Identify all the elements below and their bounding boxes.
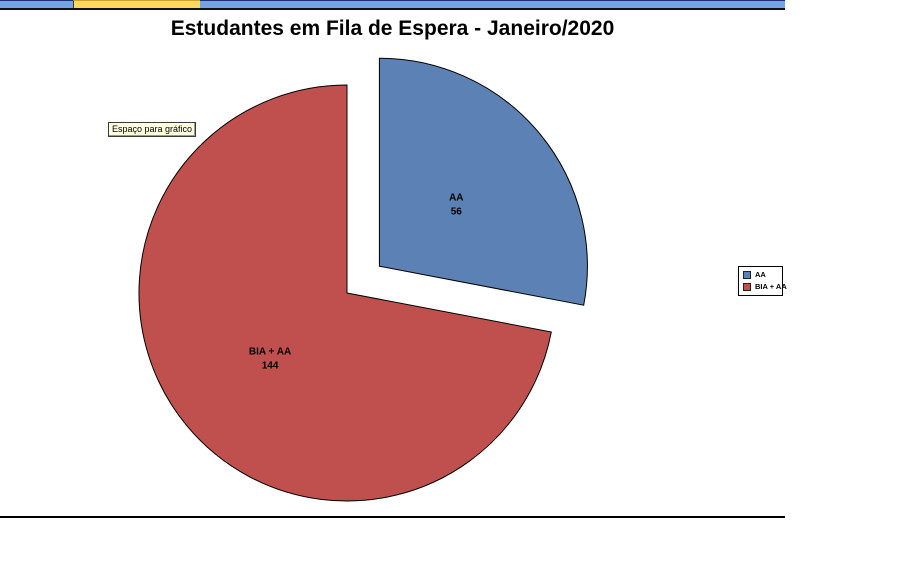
legend-item-aa[interactable]: AA — [743, 271, 782, 279]
legend-label-aa: AA — [755, 270, 766, 279]
data-label-aa-value[interactable]: 56 — [451, 207, 463, 218]
chart-title[interactable]: Estudantes em Fila de Espera - Janeiro/2… — [170, 17, 615, 40]
chart-legend[interactable]: AA BIA + AA — [738, 266, 787, 296]
data-label-bia-aa-value[interactable]: 144 — [262, 361, 279, 372]
top-strip-segment-blue-left — [0, 0, 73, 8]
data-label-aa-name[interactable]: AA — [449, 193, 463, 204]
legend-swatch-bia-aa — [743, 283, 751, 291]
legend-item-bia-aa[interactable]: BIA + AA — [743, 283, 787, 291]
legend-label-bia-aa: BIA + AA — [755, 282, 787, 291]
data-label-bia-aa-name[interactable]: BIA + AA — [249, 347, 291, 358]
top-strip-segment-blue-right — [200, 0, 785, 8]
worksheet-top-strip — [0, 0, 785, 10]
chart-area-bottom-border — [0, 516, 785, 518]
pie-slice-bia-aa[interactable] — [138, 84, 552, 502]
legend-swatch-aa — [743, 271, 751, 279]
chart-placeholder-textbox[interactable]: Espaço para gráfico — [108, 122, 197, 137]
top-strip-border — [0, 8, 785, 10]
pie-slice-aa[interactable] — [378, 57, 588, 306]
